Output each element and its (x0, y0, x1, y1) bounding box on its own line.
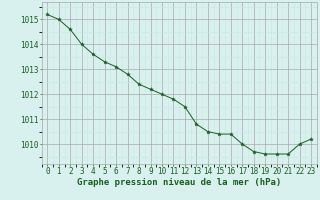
X-axis label: Graphe pression niveau de la mer (hPa): Graphe pression niveau de la mer (hPa) (77, 178, 281, 187)
